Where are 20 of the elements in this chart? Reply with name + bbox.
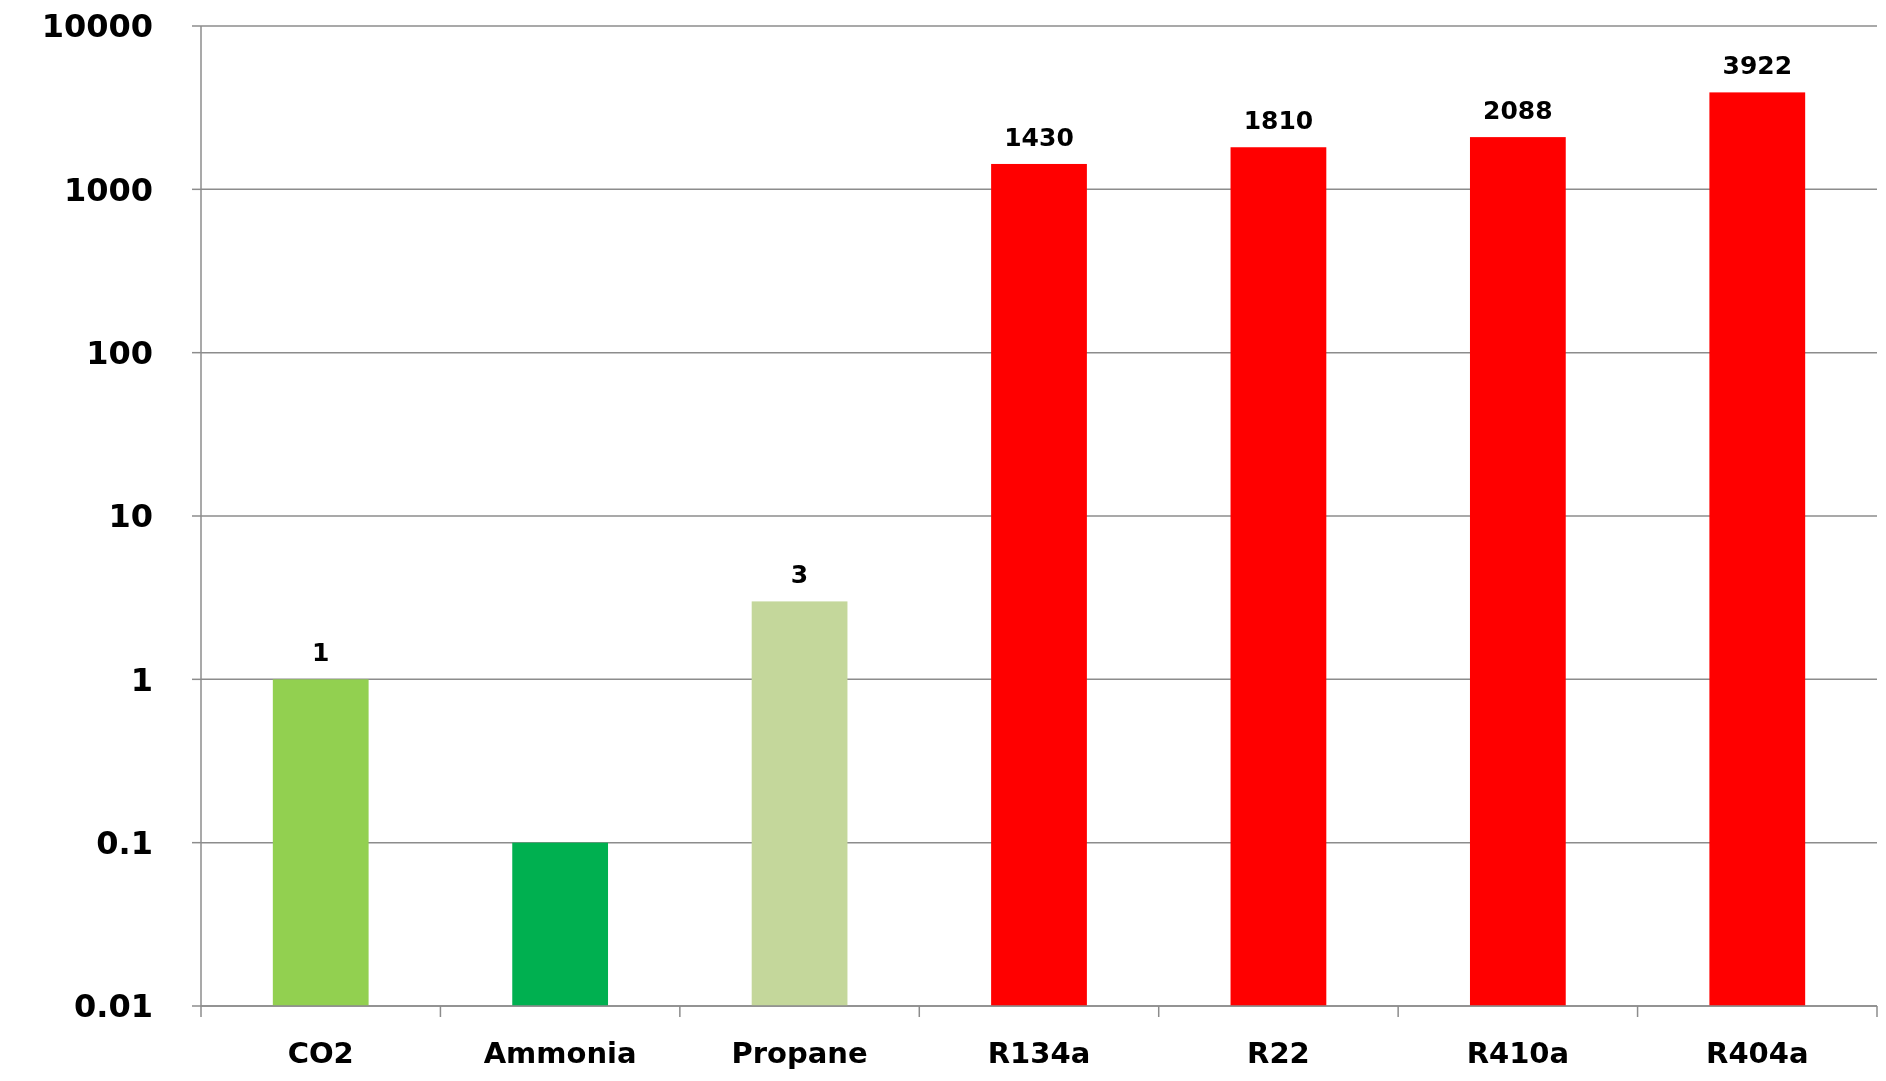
x-tick-label: Ammonia	[483, 1036, 637, 1070]
data-label: 2088	[1483, 96, 1553, 126]
y-tick-label: 0.1	[96, 823, 153, 862]
y-tick-label: 1	[130, 660, 153, 699]
data-label: 1430	[1004, 122, 1074, 152]
y-tick-label: 10000	[41, 7, 153, 46]
data-label: 1	[312, 638, 330, 668]
x-tick-label: CO2	[287, 1036, 354, 1070]
y-tick-label: 1000	[63, 170, 153, 209]
y-tick-label: 0.01	[74, 987, 153, 1026]
data-label: 3922	[1722, 51, 1793, 81]
x-tick-label: R134a	[987, 1036, 1091, 1070]
y-tick-label: 100	[86, 333, 153, 372]
x-tick-label: R404a	[1706, 1036, 1809, 1070]
data-label: 1810	[1243, 106, 1314, 136]
data-label: 3	[790, 560, 809, 590]
x-tick-label: Propane	[731, 1036, 868, 1070]
x-tick-label: R22	[1247, 1036, 1310, 1070]
x-tick-label: R410a	[1466, 1036, 1570, 1070]
y-tick-label: 10	[108, 497, 153, 536]
